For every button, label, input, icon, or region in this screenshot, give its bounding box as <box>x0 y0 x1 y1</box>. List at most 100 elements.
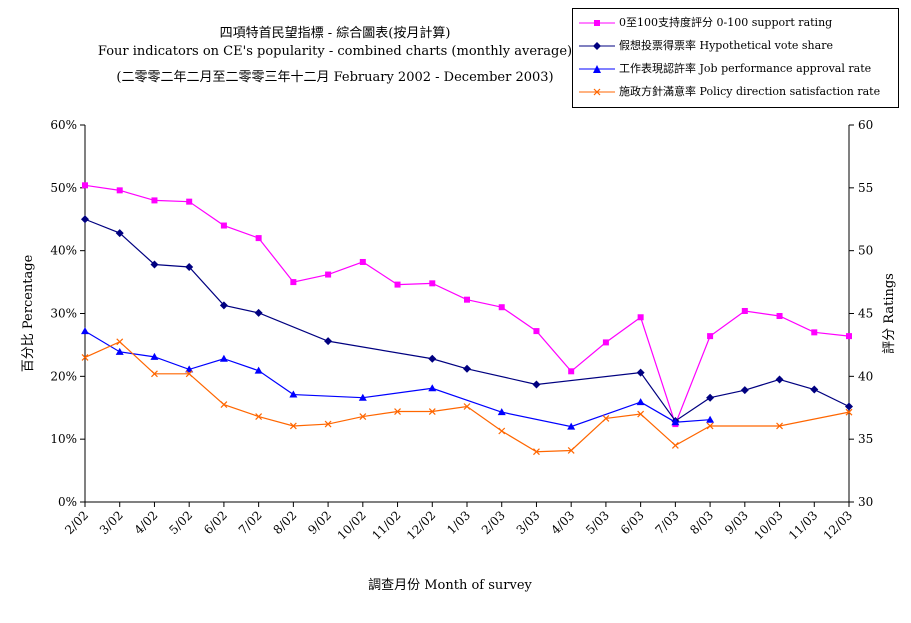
data-point-x <box>845 408 853 416</box>
x-tick-label: 2/02 <box>62 508 91 537</box>
data-point-triangle <box>428 384 437 392</box>
data-point-diamond <box>150 260 159 269</box>
data-point-square <box>220 222 227 229</box>
data-point-x <box>637 410 645 418</box>
data-point-triangle <box>497 408 506 416</box>
data-point-x <box>220 401 228 409</box>
x-tick-label: 10/03 <box>751 508 785 542</box>
left-tick-label: 30% <box>50 307 77 321</box>
data-point-diamond <box>740 386 749 395</box>
data-point-x <box>255 413 263 420</box>
legend-label: 假想投票得票率 Hypothetical vote share <box>619 39 833 52</box>
x-tick-label: 11/03 <box>786 508 820 542</box>
data-point-diamond <box>324 337 333 346</box>
x-tick-label: 9/02 <box>305 508 334 537</box>
legend-item-policy-satisfaction: 施政方針滿意率 Policy direction satisfaction ra… <box>573 82 898 102</box>
chart-plot-area <box>81 182 853 456</box>
data-point-x <box>151 370 158 378</box>
x-axis-title: 調查月份 Month of survey <box>368 578 532 593</box>
chart-title: 四項特首民望指標 - 綜合圖表(按月計算) <box>219 26 451 41</box>
right-axis-title: 評分 Ratings <box>882 273 897 354</box>
x-tick-label: 9/03 <box>722 508 751 537</box>
x-tick-label: 1/03 <box>444 508 473 537</box>
legend-marker-square <box>579 20 615 26</box>
data-point-square <box>186 198 193 205</box>
data-point-x <box>567 447 575 454</box>
data-point-diamond <box>706 393 715 402</box>
legend-item-vote-share: 假想投票得票率 Hypothetical vote share <box>573 36 898 56</box>
x-tick-label: 8/02 <box>271 508 300 537</box>
data-point-square <box>741 307 748 314</box>
data-point-x <box>428 408 436 415</box>
data-point-triangle <box>636 398 645 406</box>
data-point-triangle <box>115 347 124 355</box>
data-point-square <box>255 235 262 242</box>
legend-label: 工作表現認許率 Job performance approval rate <box>619 62 872 75</box>
data-point-triangle <box>358 393 367 401</box>
right-tick-label: 50 <box>858 244 873 258</box>
series-line-1 <box>84 218 850 422</box>
data-point-x <box>289 422 297 430</box>
data-point-triangle <box>567 422 576 430</box>
data-point-diamond <box>219 301 228 310</box>
data-point-x <box>498 427 506 435</box>
data-point-triangle <box>81 327 89 335</box>
x-tick-label: 6/02 <box>201 508 230 537</box>
data-point-square <box>116 187 123 194</box>
left-tick-label: 0% <box>58 495 77 509</box>
data-point-square <box>290 279 297 286</box>
data-point-square <box>707 333 714 340</box>
legend-marker-diamond <box>579 42 615 50</box>
data-point-x <box>463 403 471 410</box>
x-tick-label: 5/02 <box>166 508 195 537</box>
x-tick-label: 10/02 <box>335 508 369 542</box>
data-point-x <box>776 422 783 430</box>
series-line-0 <box>84 184 850 426</box>
left-axis-title: 百分比 Percentage <box>21 254 36 372</box>
data-point-diamond <box>845 402 853 411</box>
x-tick-label: 5/03 <box>583 508 612 537</box>
chart-legend: 0至100支持度評分 0-100 support rating 假想投票得票率 … <box>572 8 899 108</box>
left-tick-label: 40% <box>50 244 77 258</box>
data-point-square <box>568 368 575 375</box>
data-point-square <box>533 328 540 335</box>
data-point-square <box>394 281 401 288</box>
legend-marker-triangle <box>579 65 615 73</box>
left-tick-label: 20% <box>50 369 77 383</box>
x-tick-label: 7/02 <box>236 508 265 537</box>
left-tick-label: 60% <box>50 118 77 132</box>
chart-subtitle: Four indicators on CE's popularity - com… <box>97 44 573 59</box>
data-point-diamond <box>81 215 89 224</box>
right-tick-label: 35 <box>858 432 873 446</box>
x-tick-label: 6/03 <box>618 508 647 537</box>
data-point-x <box>81 354 89 361</box>
x-tick-label: 12/03 <box>821 508 855 542</box>
data-point-diamond <box>810 385 819 394</box>
legend-item-job-approval: 工作表現認許率 Job performance approval rate <box>573 59 898 79</box>
x-tick-label: 3/02 <box>97 508 126 537</box>
legend-marker-x <box>579 88 615 96</box>
series-line-2 <box>84 330 711 428</box>
data-point-x <box>324 420 332 428</box>
data-point-triangle <box>150 352 159 360</box>
data-point-triangle <box>289 390 298 398</box>
data-point-square <box>151 197 158 204</box>
data-point-square <box>846 333 852 340</box>
right-tick-label: 55 <box>858 181 873 195</box>
legend-label: 0至100支持度評分 0-100 support rating <box>619 16 833 29</box>
data-point-square <box>359 258 366 265</box>
data-point-x <box>116 338 124 346</box>
data-point-square <box>429 280 436 287</box>
data-point-diamond <box>428 354 437 363</box>
data-point-square <box>498 304 505 311</box>
left-tick-label: 50% <box>50 181 77 195</box>
legend-item-support-rating: 0至100支持度評分 0-100 support rating <box>573 13 898 33</box>
data-point-diamond <box>532 380 541 389</box>
x-tick-label: 2/03 <box>479 508 508 537</box>
legend-label: 施政方針滿意率 Policy direction satisfaction ra… <box>619 85 881 98</box>
data-point-x <box>185 370 193 378</box>
right-tick-label: 40 <box>858 369 873 383</box>
data-point-square <box>325 271 332 278</box>
data-point-x <box>706 422 714 430</box>
data-point-square <box>602 339 609 346</box>
